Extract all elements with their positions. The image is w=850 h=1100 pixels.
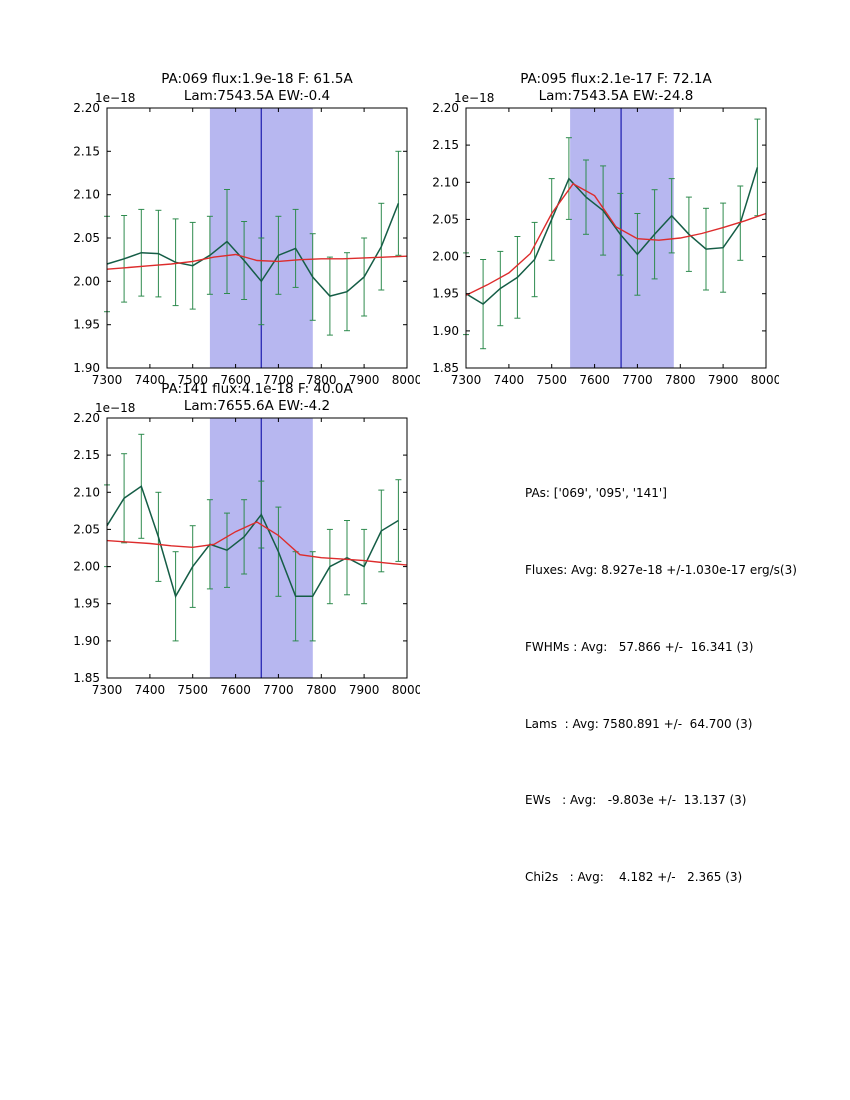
svg-text:7800: 7800 [665,373,696,387]
svg-text:7600: 7600 [579,373,610,387]
svg-text:2.00: 2.00 [432,250,459,264]
fit-line [465,182,767,296]
chart-pa069-plot: 7300 7400 7500 7600 7700 7800 7900 8000 1.90 1.95… [73,91,420,387]
y-axis-offset-label: 1e−18 [454,91,494,105]
svg-text:7700: 7700 [622,373,653,387]
y-axis-offset-label: 1e−18 [95,401,135,415]
svg-text:2.15: 2.15 [73,448,100,462]
svg-text:8000: 8000 [392,683,420,697]
svg-text:2.10: 2.10 [73,485,100,499]
svg-text:2.15: 2.15 [432,138,459,152]
svg-text:7700: 7700 [263,373,294,387]
svg-text:2.05: 2.05 [73,522,100,536]
chart-pa095-title: PA:095 flux:2.1e-17 F: 72.1A Lam:7543.5A… [466,71,766,105]
svg-text:8000: 8000 [751,373,779,387]
summary-line-lams: Lams : Avg: 7580.891 +/- 64.700 (3) [525,716,753,731]
svg-text:7400: 7400 [135,683,166,697]
svg-text:7400: 7400 [135,373,166,387]
chart-pa095: PA:095 flux:2.1e-17 F: 72.1A Lam:7543.5A… [419,62,779,398]
chart-pa141-title: PA:141 flux:4.1e-18 F: 40.0A Lam:7655.6A… [107,381,407,415]
summary-line-ews: EWs : Avg: -9.803e +/- 13.137 (3) [525,793,747,808]
svg-text:2.10: 2.10 [73,188,100,202]
svg-text:1.95: 1.95 [73,318,100,332]
y-axis-offset-label: 1e−18 [95,91,135,105]
svg-text:7900: 7900 [349,373,380,387]
svg-text:2.10: 2.10 [432,175,459,189]
spectrum-line [465,167,759,306]
svg-text:7400: 7400 [494,373,525,387]
svg-text:7500: 7500 [177,373,208,387]
svg-text:2.00: 2.00 [73,274,100,288]
statistics-summary: PAs: ['069', '095', '141'] Fluxes: Avg: … [525,430,797,942]
chart-pa141: PA:141 flux:4.1e-18 F: 40.0A Lam:7655.6A… [60,372,420,708]
svg-text:7800: 7800 [306,373,337,387]
chart-pa069: PA:069 flux:1.9e-18 F: 61.5A Lam:7543.5A… [60,62,420,398]
summary-line-fwhms: FWHMs : Avg: 57.866 +/- 16.341 (3) [525,639,754,654]
summary-line-pas: PAs: ['069', '095', '141'] [525,486,667,501]
chart-title-line1: PA:069 flux:1.9e-18 F: 61.5A [161,71,353,87]
svg-text:2.00: 2.00 [73,560,100,574]
highlight-band [570,108,674,368]
svg-text:7300: 7300 [92,683,123,697]
svg-text:7500: 7500 [536,373,567,387]
axes-frame [106,417,408,679]
svg-text:1.95: 1.95 [432,287,459,301]
svg-text:7500: 7500 [177,683,208,697]
svg-text:7800: 7800 [306,683,337,697]
svg-text:2.05: 2.05 [73,231,100,245]
svg-text:1.95: 1.95 [73,597,100,611]
fit-line [106,521,408,566]
chart-pa095-plot: 7300 7400 7500 7600 7700 7800 7900 8000 1.85 1.90… [432,91,779,387]
svg-text:1.85: 1.85 [432,361,459,375]
svg-text:2.20: 2.20 [432,101,459,115]
chart-pa141-plot: 7300 7400 7500 7600 7700 7800 7900 8000 1.85 1.90… [73,401,420,697]
svg-text:2.15: 2.15 [73,144,100,158]
svg-text:7300: 7300 [451,373,482,387]
svg-text:7600: 7600 [220,683,251,697]
summary-line-fluxes: Fluxes: Avg: 8.927e-18 +/-1.030e-17 erg/… [525,562,797,577]
chart-title-line1: PA:141 flux:4.1e-18 F: 40.0A [161,381,353,397]
svg-text:1.90: 1.90 [73,634,100,648]
svg-text:7600: 7600 [220,373,251,387]
svg-text:2.05: 2.05 [432,212,459,226]
chart-title-line1: PA:095 flux:2.1e-17 F: 72.1A [520,71,712,87]
svg-text:2.20: 2.20 [73,101,100,115]
chart-title-line2: Lam:7543.5A EW:-0.4 [183,88,331,104]
summary-line-chi2s: Chi2s : Avg: 4.182 +/- 2.365 (3) [525,870,743,885]
chart-title-line2: Lam:7655.6A EW:-4.2 [183,398,331,414]
axes-frame [465,107,767,369]
svg-text:2.20: 2.20 [73,411,100,425]
chart-pa069-title: PA:069 flux:1.9e-18 F: 61.5A Lam:7543.5A… [107,71,407,105]
spectrum-line [106,203,400,297]
fit-line [106,253,408,270]
svg-text:7900: 7900 [349,683,380,697]
svg-text:7700: 7700 [263,683,294,697]
svg-text:7300: 7300 [92,373,123,387]
svg-text:1.90: 1.90 [73,361,100,375]
svg-text:1.85: 1.85 [73,671,100,685]
svg-text:1.90: 1.90 [432,324,459,338]
svg-text:8000: 8000 [392,373,420,387]
svg-text:7900: 7900 [708,373,739,387]
chart-title-line2: Lam:7543.5A EW:-24.8 [538,88,694,104]
